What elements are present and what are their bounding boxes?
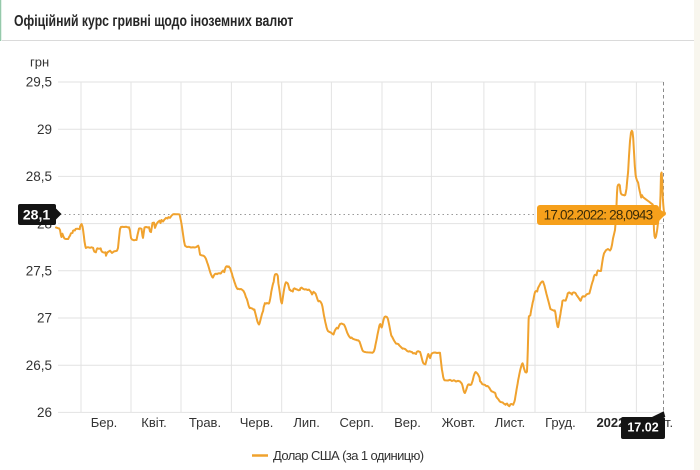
svg-text:грн: грн <box>30 55 49 70</box>
svg-text:28,5: 28,5 <box>26 169 52 184</box>
svg-text:Лист.: Лист. <box>495 415 525 430</box>
svg-text:Груд.: Груд. <box>545 415 576 430</box>
svg-text:27,5: 27,5 <box>26 264 52 279</box>
svg-text:27: 27 <box>37 311 52 326</box>
svg-text:Квіт.: Квіт. <box>141 415 167 430</box>
svg-text:Жовт.: Жовт. <box>442 415 476 430</box>
svg-text:Черв.: Черв. <box>240 415 274 430</box>
svg-text:Серп.: Серп. <box>339 415 374 430</box>
svg-text:26,5: 26,5 <box>26 358 52 373</box>
svg-text:Долар США (за 1 одиницю): Долар США (за 1 одиницю) <box>273 448 424 463</box>
svg-text:2022: 2022 <box>596 415 625 430</box>
svg-text:28,1: 28,1 <box>23 207 50 223</box>
svg-text:Трав.: Трав. <box>189 415 221 430</box>
svg-text:Вер.: Вер. <box>394 415 421 430</box>
svg-text:29: 29 <box>37 122 52 137</box>
svg-text:17.02: 17.02 <box>627 421 658 435</box>
svg-text:Бер.: Бер. <box>91 415 118 430</box>
svg-text:26: 26 <box>37 405 52 420</box>
svg-text:17.02.2022: 28,0943: 17.02.2022: 28,0943 <box>544 208 653 223</box>
svg-text:Лип.: Лип. <box>293 415 319 430</box>
svg-text:29,5: 29,5 <box>26 75 52 90</box>
